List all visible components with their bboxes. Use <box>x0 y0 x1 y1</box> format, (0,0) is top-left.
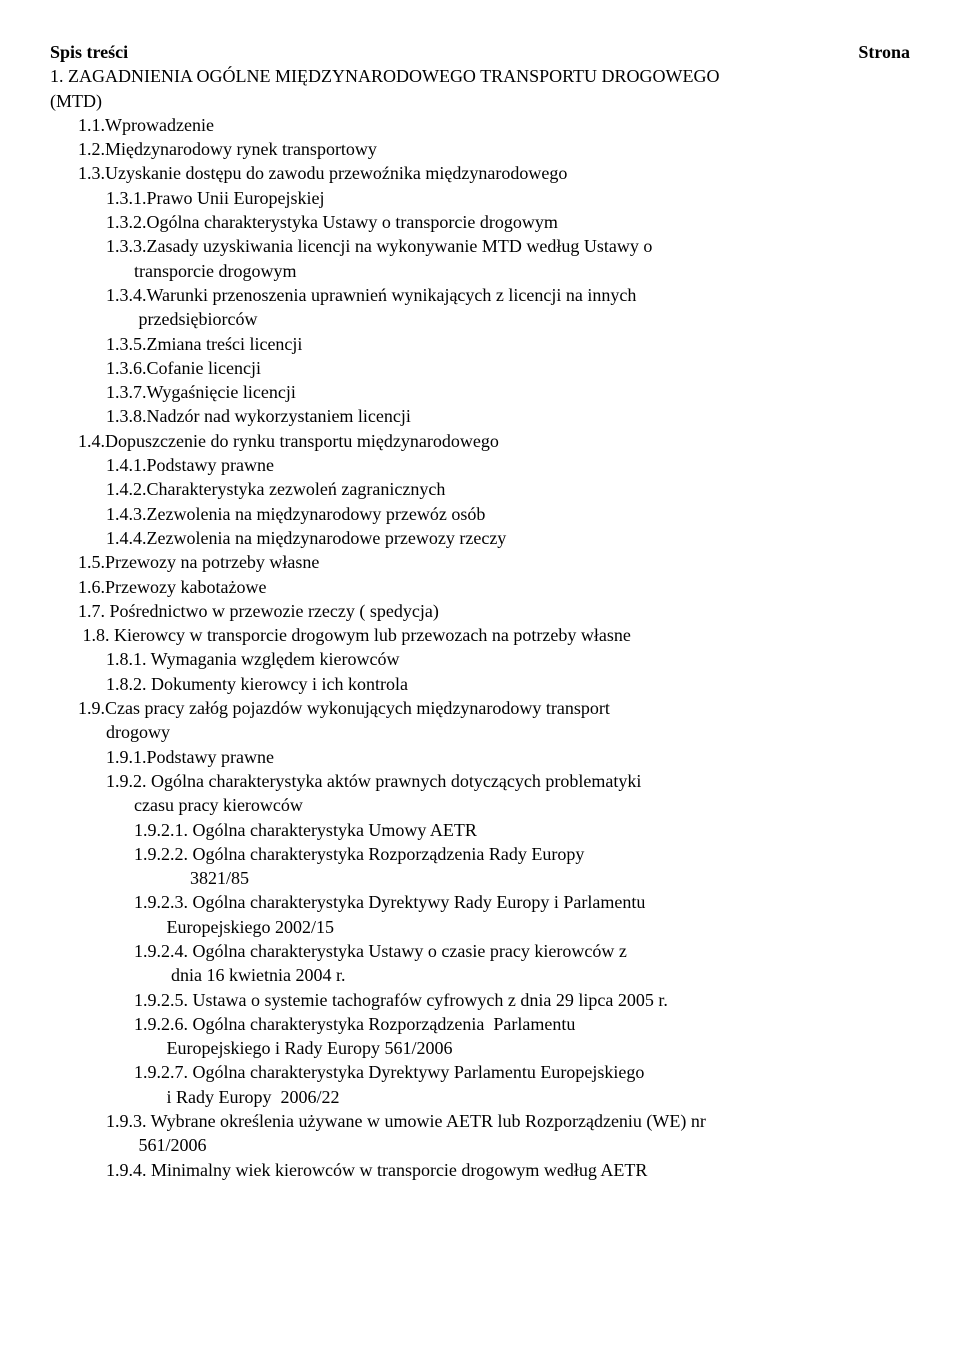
toc-line: dnia 16 kwietnia 2004 r. <box>162 963 910 987</box>
toc-line: 1.5.Przewozy na potrzeby własne <box>78 550 910 574</box>
toc-line: Europejskiego 2002/15 <box>162 915 910 939</box>
toc-line: 1.9.2. Ogólna charakterystyka aktów praw… <box>106 769 910 793</box>
toc-line: 1.3.5.Zmiana treści licencji <box>106 332 910 356</box>
toc-line: 1.3.4.Warunki przenoszenia uprawnień wyn… <box>106 283 910 307</box>
toc-header: Spis treści Strona <box>50 40 910 64</box>
toc-line: 1.7. Pośrednictwo w przewozie rzeczy ( s… <box>78 599 910 623</box>
toc-line: 1.9.2.6. Ogólna charakterystyka Rozporzą… <box>134 1012 910 1036</box>
toc-line: 1.9.2.7. Ogólna charakterystyka Dyrektyw… <box>134 1060 910 1084</box>
toc-line: 1.4.1.Podstawy prawne <box>106 453 910 477</box>
toc-line: przedsiębiorców <box>134 307 910 331</box>
toc-line: drogowy <box>106 720 910 744</box>
toc-line: 1.2.Międzynarodowy rynek transportowy <box>78 137 910 161</box>
toc-header-left: Spis treści <box>50 40 128 64</box>
toc-line: i Rady Europy 2006/22 <box>162 1085 910 1109</box>
toc-line: 1.8.2. Dokumenty kierowcy i ich kontrola <box>106 672 910 696</box>
toc-line: 561/2006 <box>134 1133 910 1157</box>
toc-line: 1.1.Wprowadzenie <box>78 113 910 137</box>
toc-line: 1.3.6.Cofanie licencji <box>106 356 910 380</box>
toc-line: 1. ZAGADNIENIA OGÓLNE MIĘDZYNARODOWEGO T… <box>50 64 910 88</box>
toc-line: 1.3.1.Prawo Unii Europejskiej <box>106 186 910 210</box>
toc-line: 1.9.4. Minimalny wiek kierowców w transp… <box>106 1158 910 1182</box>
toc-line: transporcie drogowym <box>134 259 910 283</box>
toc-line: Europejskiego i Rady Europy 561/2006 <box>162 1036 910 1060</box>
toc-line: 1.9.2.3. Ogólna charakterystyka Dyrektyw… <box>134 890 910 914</box>
toc-line: 1.9.1.Podstawy prawne <box>106 745 910 769</box>
toc-header-right: Strona <box>858 40 910 64</box>
toc-line: 1.9.2.4. Ogólna charakterystyka Ustawy o… <box>134 939 910 963</box>
toc-line: 1.4.3.Zezwolenia na międzynarodowy przew… <box>106 502 910 526</box>
toc-line: 1.3.8.Nadzór nad wykorzystaniem licencji <box>106 404 910 428</box>
toc-line: 1.4.2.Charakterystyka zezwoleń zagranicz… <box>106 477 910 501</box>
toc-line: 1.4.Dopuszczenie do rynku transportu mię… <box>78 429 910 453</box>
toc-body: 1. ZAGADNIENIA OGÓLNE MIĘDZYNARODOWEGO T… <box>50 64 910 1182</box>
toc-line: 3821/85 <box>190 866 910 890</box>
toc-line: 1.9.3. Wybrane określenia używane w umow… <box>106 1109 910 1133</box>
toc-line: 1.9.Czas pracy załóg pojazdów wykonujący… <box>78 696 910 720</box>
toc-line: czasu pracy kierowców <box>134 793 910 817</box>
toc-line: 1.3.3.Zasady uzyskiwania licencji na wyk… <box>106 234 910 258</box>
toc-line: 1.3.7.Wygaśnięcie licencji <box>106 380 910 404</box>
toc-line: 1.9.2.2. Ogólna charakterystyka Rozporzą… <box>134 842 910 866</box>
toc-line: 1.4.4.Zezwolenia na międzynarodowe przew… <box>106 526 910 550</box>
toc-line: 1.9.2.5. Ustawa o systemie tachografów c… <box>134 988 910 1012</box>
toc-line: 1.9.2.1. Ogólna charakterystyka Umowy AE… <box>134 818 910 842</box>
toc-line: 1.8. Kierowcy w transporcie drogowym lub… <box>78 623 910 647</box>
toc-line: (MTD) <box>50 89 910 113</box>
toc-line: 1.3.Uzyskanie dostępu do zawodu przewoźn… <box>78 161 910 185</box>
toc-line: 1.6.Przewozy kabotażowe <box>78 575 910 599</box>
toc-line: 1.3.2.Ogólna charakterystyka Ustawy o tr… <box>106 210 910 234</box>
toc-line: 1.8.1. Wymagania względem kierowców <box>106 647 910 671</box>
